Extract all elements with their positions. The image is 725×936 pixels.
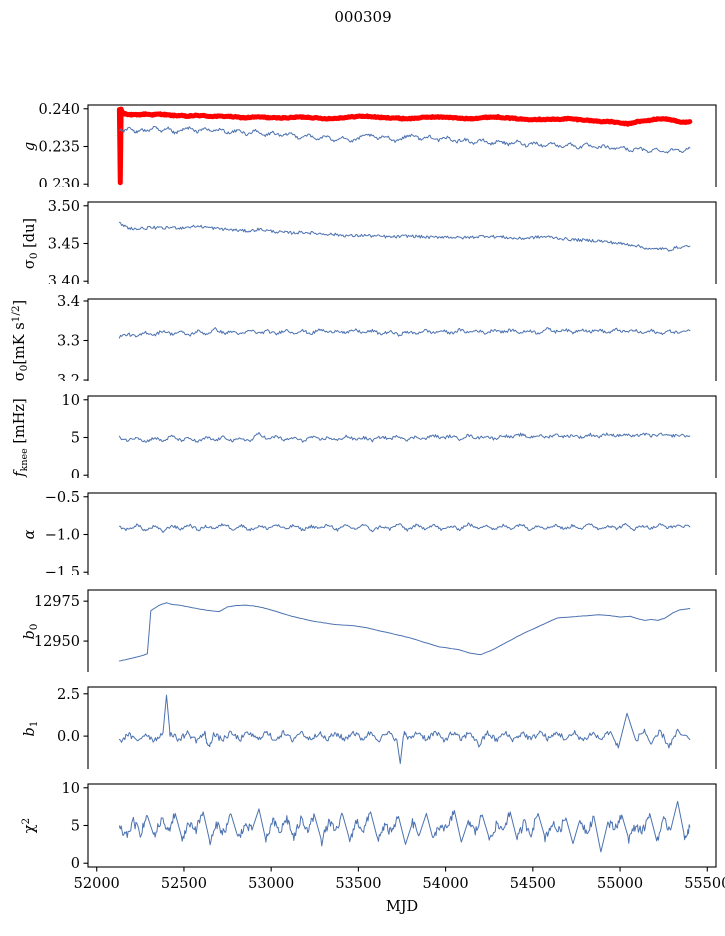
y-axis-label-part: [du] xyxy=(22,218,38,253)
y-tick-label: 5 xyxy=(71,431,80,447)
x-tick-label: 55000 xyxy=(597,876,643,892)
figure-title: 000309 xyxy=(334,8,391,26)
y-axis-label-sup: 2 xyxy=(20,818,32,825)
y-axis-label-sub: knee xyxy=(19,448,30,471)
panel-clip-top xyxy=(0,381,725,395)
y-axis-label-part: σ xyxy=(22,259,38,269)
y-axis-label: g xyxy=(22,142,38,151)
panel-f_knee [mHz]: 0 5 10 fknee [mHz] xyxy=(12,393,717,484)
series-g-blue xyxy=(118,125,691,154)
x-tick-label: 52000 xyxy=(74,876,120,892)
y-tick-label: 12950 xyxy=(34,634,80,650)
panel-clip-top xyxy=(0,769,725,783)
series-g-red-band xyxy=(118,108,691,184)
x-tick-label: 53000 xyxy=(248,876,294,892)
panel-χ²: 0 5 10 52000 52500 53000 53500 54000 54500 55000 5… xyxy=(20,781,725,915)
panel-frame xyxy=(87,783,717,868)
y-tick-label: 3.45 xyxy=(48,237,80,253)
y-tick-label: 3.4 xyxy=(57,294,80,310)
panel-clip-top xyxy=(0,90,725,104)
panel-frame xyxy=(87,589,717,674)
panel-α: −1.5−1.0−0.5α xyxy=(22,490,717,581)
y-tick-label: 0.235 xyxy=(38,140,80,156)
y-axis-label: α xyxy=(22,529,38,539)
y-tick-label: 3.3 xyxy=(57,334,80,350)
y-axis-label-part: [mK s xyxy=(12,322,28,364)
series-sigma0-du xyxy=(118,221,691,252)
y-tick-label: 10 xyxy=(62,781,80,797)
panel-clip-top xyxy=(0,575,725,589)
y-axis-label-part: [mHz] xyxy=(12,398,28,448)
panel-frame xyxy=(87,492,717,577)
panel-frame xyxy=(87,298,717,383)
x-tick-label: 53500 xyxy=(335,876,381,892)
y-axis-label: χ2 xyxy=(20,818,38,833)
x-tick-label: 54500 xyxy=(510,876,556,892)
panel-clip-top xyxy=(0,478,725,492)
panel-clip-top xyxy=(0,284,725,298)
y-axis-label-sub: 0 xyxy=(18,365,30,372)
y-tick-label: 0 xyxy=(71,856,80,872)
y-axis-label-sub: 0 xyxy=(28,624,40,631)
series-b1 xyxy=(118,694,691,765)
panel-clip-top xyxy=(0,672,725,686)
series-chi2 xyxy=(118,800,691,853)
y-axis-label: fknee [mHz] xyxy=(12,398,30,477)
y-tick-label: 3.50 xyxy=(48,199,80,215)
series-f-knee xyxy=(118,432,691,443)
y-tick-label: 0 xyxy=(71,468,80,484)
y-tick-label: −1.0 xyxy=(45,528,80,544)
series-sigma0-mK xyxy=(118,327,691,339)
panel-b₀: 12950 12975 b0 xyxy=(22,589,717,678)
y-tick-label: 0.0 xyxy=(57,729,80,745)
panel-frame xyxy=(87,686,717,771)
panel-σ₀[mK s^1/2]: 3.23.33.4σ0[mK s1/2] xyxy=(10,294,717,389)
y-tick-label: −0.5 xyxy=(45,490,80,506)
y-tick-label: 12975 xyxy=(34,594,80,610)
panel-σ₀ [du]: 3.403.453.50σ0 [du] xyxy=(22,199,717,290)
x-tick-label: 52500 xyxy=(161,876,207,892)
y-axis-label-part: χ xyxy=(22,824,38,833)
series-alpha xyxy=(118,522,691,533)
y-axis-label: σ0 [du] xyxy=(22,218,40,269)
y-tick-label: 0.240 xyxy=(38,102,80,118)
y-axis-label-part: b xyxy=(22,630,38,639)
y-axis-label: σ0[mK s1/2] xyxy=(10,300,30,381)
y-axis-label-part: ] xyxy=(12,300,28,306)
y-axis-label-sup: 1/2 xyxy=(10,305,22,322)
panel-b₁: 0.0 2.5 b1 xyxy=(22,686,717,775)
y-axis-label: b0 xyxy=(22,624,40,640)
y-tick-label: 5 xyxy=(71,819,80,835)
y-axis-label: b1 xyxy=(22,721,40,737)
y-axis-label-sub: 1 xyxy=(28,721,40,728)
y-tick-label: 2.5 xyxy=(57,687,80,703)
x-axis-label: MJD xyxy=(386,899,418,915)
y-axis-label-part: σ xyxy=(12,371,28,381)
y-axis-label-sub: 0 xyxy=(28,252,40,259)
x-tick-label: 54000 xyxy=(423,876,469,892)
y-axis-label-part: b xyxy=(22,727,38,736)
panel-clip-top xyxy=(0,187,725,201)
y-tick-label: 10 xyxy=(62,393,80,409)
y-axis-label-part: f xyxy=(12,469,28,478)
series-b0 xyxy=(118,602,691,662)
x-tick-label: 55500 xyxy=(684,876,725,892)
